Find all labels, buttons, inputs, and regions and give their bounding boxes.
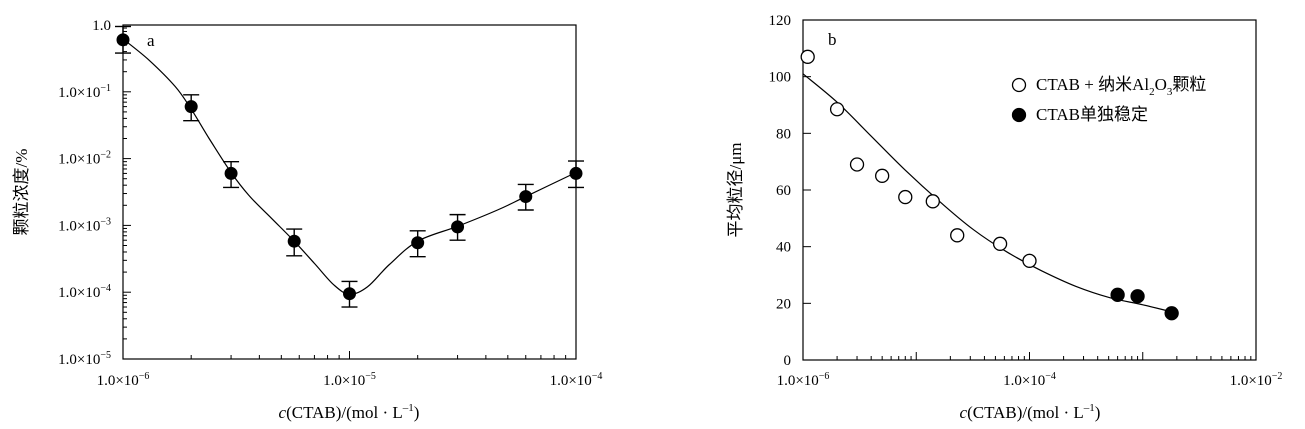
- data-point: [287, 234, 301, 248]
- x-axis-label: c(CTAB)/(mol · L–1): [279, 402, 420, 422]
- x-axis-label: c(CTAB)/(mol · L–1): [960, 402, 1101, 422]
- data-point-open: [1022, 253, 1037, 268]
- y-tick-label: 120: [769, 13, 792, 29]
- chart-panel-a: 1.0×10−6 1.0×10−5 1.0×10−4 1.0 1.0×10−1 1.0×1…: [12, 18, 602, 422]
- chart-panel-b: 1.0×10−6 1.0×10−4 1.0×10−2020406080100120 …: [726, 13, 1282, 422]
- x-tick-label: 1.0×10−4: [550, 371, 603, 389]
- y-tick-label: 0: [784, 353, 792, 369]
- y-tick-label: 1.0×10−1: [58, 83, 111, 101]
- axis-ticks: [802, 19, 1257, 361]
- legend-entry: CTAB单独稳定: [1036, 105, 1148, 124]
- data-point-open: [992, 236, 1008, 251]
- data-points: [116, 33, 583, 301]
- data-point: [343, 287, 356, 301]
- x-tick-label: 1.0×10−4: [1003, 371, 1056, 389]
- axis-ticks: [122, 24, 577, 360]
- y-tick-label: 80: [776, 126, 791, 142]
- data-point: [411, 236, 425, 250]
- data-point-filled: [1164, 306, 1179, 321]
- y-tick-label: 100: [769, 70, 792, 86]
- plot-frame: [802, 19, 1257, 361]
- legend-entry: CTAB + 纳米Al2O3颗粒: [1036, 75, 1206, 98]
- data-point-open: [849, 157, 865, 172]
- y-tick-label: 40: [776, 240, 791, 256]
- data-point-open: [898, 189, 913, 205]
- data-point-open: [829, 102, 845, 117]
- data-point-open: [800, 49, 815, 64]
- data-point-open: [950, 228, 965, 243]
- y-tick-label: 1.0×10−5: [58, 350, 111, 368]
- data-point: [519, 190, 533, 204]
- x-tick-label: 1.0×10−2: [1230, 371, 1283, 389]
- panel-label: b: [828, 30, 837, 49]
- y-axis-label: 颗粒浓度/%: [12, 149, 31, 236]
- legend-marker: [1011, 77, 1027, 93]
- tick-labels: 1.0×10−6 1.0×10−5 1.0×10−4 1.0 1.0×10−1 1.0×1…: [58, 18, 602, 389]
- y-tick-label: 1.0×10−2: [58, 150, 111, 168]
- data-point-open: [925, 194, 940, 209]
- y-axis-label: 平均粒径/μm: [726, 142, 745, 237]
- y-tick-label: 1.0: [92, 18, 111, 34]
- tick-labels: 1.0×10−6 1.0×10−4 1.0×10−2 0 20 40 60 80 100 120: [769, 13, 1283, 389]
- data-point-open: [875, 168, 890, 183]
- x-tick-label: 1.0×10−6: [777, 371, 830, 389]
- data-point: [184, 100, 198, 114]
- y-tick-label: 1.0×10−4: [58, 283, 111, 301]
- y-tick-label: 1.0×10−3: [58, 216, 111, 234]
- data-point-filled: [1110, 287, 1125, 302]
- x-tick-label: 1.0×10−5: [323, 371, 376, 389]
- y-tick-label: 20: [776, 296, 791, 312]
- plot-frame: [122, 24, 577, 360]
- fit-curve: [122, 38, 577, 295]
- legend-marker: [1011, 107, 1027, 123]
- data-point-filled: [1130, 289, 1145, 304]
- legend: CTAB + 纳米Al2O3颗粒 CTAB单独稳定: [1011, 75, 1206, 124]
- data-point: [569, 166, 583, 180]
- panel-label: a: [147, 31, 155, 50]
- data-point: [224, 166, 238, 180]
- error-bars: [115, 25, 584, 308]
- data-point: [451, 220, 465, 234]
- y-tick-label: 60: [776, 183, 791, 199]
- data-point: [116, 33, 130, 47]
- data-points: [800, 49, 1179, 321]
- x-tick-label: 1.0×10−6: [97, 371, 150, 389]
